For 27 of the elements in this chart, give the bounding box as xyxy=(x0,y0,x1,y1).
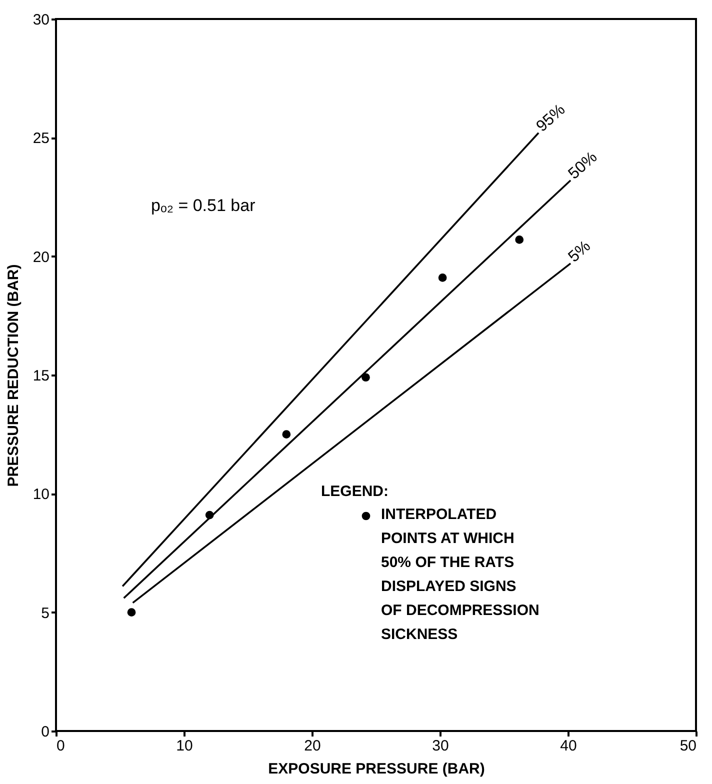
point xyxy=(438,274,447,282)
x-tick-label: 40 xyxy=(560,738,577,754)
point xyxy=(282,430,291,439)
x-axis-title: EXPOSURE PRESSURE (BAR) xyxy=(268,760,485,778)
x-tick-label: 50 xyxy=(680,738,696,754)
point xyxy=(127,608,136,617)
point xyxy=(362,373,370,382)
x-tick-label: 30 xyxy=(432,738,449,754)
y-tick-label: 10 xyxy=(32,486,50,504)
x-tick-label: 10 xyxy=(176,738,193,754)
x-tick-label: 0 xyxy=(56,738,65,754)
y-tick-label: 25 xyxy=(32,130,50,148)
text: 50% xyxy=(565,148,601,183)
y-tick-label: 30 xyxy=(32,12,50,28)
y-tick-label: 15 xyxy=(32,368,50,384)
text: 5% xyxy=(565,238,594,266)
y-axis-title: PRESSURE REDUCTION (BAR) xyxy=(4,264,22,487)
y-tick-label: 0 xyxy=(41,724,50,740)
legend-label: INTERPOLATED POINTS AT WHICH 50% OF THE RATS DISPLAYED SIGNS OF DECOMPRESSION SICKNESS xyxy=(381,506,540,643)
y-tick-label: 20 xyxy=(32,248,50,266)
point xyxy=(205,510,214,520)
text: 95% xyxy=(533,101,569,136)
x-tick-label: 20 xyxy=(304,738,321,754)
point xyxy=(515,236,524,244)
legend-title: LEGEND: xyxy=(321,483,388,500)
y-tick-label: 5 xyxy=(41,604,50,622)
annotation: pₒ₂ = 0.51 bar xyxy=(151,196,256,215)
